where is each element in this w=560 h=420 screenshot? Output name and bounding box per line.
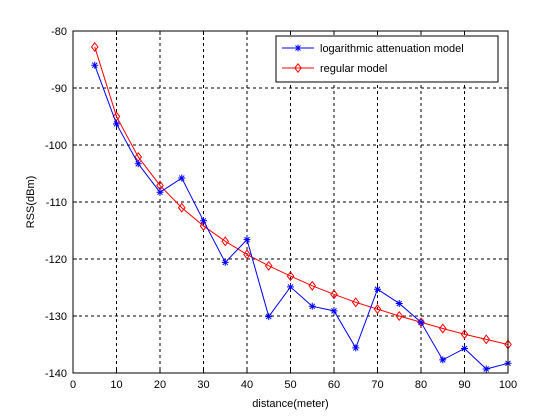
series-line-regular	[94, 46, 509, 345]
data-point-regular	[286, 271, 295, 282]
legend-entry-logarithmic: logarithmic attenuation model	[282, 43, 464, 55]
axis-ticks	[72, 30, 509, 374]
x-tick-label: 10	[110, 379, 122, 391]
x-tick-label: 0	[70, 379, 76, 391]
x-tick-label: 60	[328, 379, 340, 391]
data-point-logarithmic	[156, 188, 164, 196]
x-tick-label: 90	[458, 379, 470, 391]
data-point-logarithmic	[482, 365, 490, 373]
data-point-regular	[395, 310, 404, 322]
data-point-regular	[482, 334, 491, 345]
data-point-logarithmic	[352, 344, 360, 352]
data-point-regular	[308, 280, 317, 291]
legend-label-logarithmic: logarithmic attenuation model	[320, 43, 464, 55]
legend-marker-regular	[294, 62, 302, 74]
x-tick-labels: 0 10 20 30 40 50 60 70 80 90 100	[70, 379, 517, 391]
plot-area	[72, 30, 512, 374]
y-tick-label: -100	[45, 140, 67, 152]
data-point-regular	[221, 236, 230, 247]
y-tick-label: -140	[45, 368, 67, 380]
legend-entry-regular: regular model	[282, 62, 387, 75]
data-point-regular	[438, 323, 447, 334]
y-tick-label: -110	[46, 197, 67, 209]
data-point-regular	[177, 202, 186, 213]
data-point-logarithmic	[374, 285, 381, 293]
x-tick-label: 40	[241, 379, 253, 391]
data-point-logarithmic	[439, 356, 447, 364]
legend-label-regular: regular model	[320, 63, 387, 75]
data-point-regular	[351, 297, 360, 308]
y-tick-labels: -140 -130 -120 -110 -100 -90 -80	[45, 26, 67, 380]
data-point-regular	[90, 41, 99, 52]
legend-marker-logarithmic	[294, 44, 302, 52]
x-tick-label: 100	[499, 379, 517, 391]
data-point-logarithmic	[113, 120, 120, 128]
data-point-regular	[330, 289, 338, 300]
data-point-logarithmic	[395, 299, 403, 307]
data-point-logarithmic	[221, 258, 229, 266]
data-point-logarithmic	[265, 313, 273, 321]
x-tick-label: 50	[284, 379, 296, 391]
y-axis-title: RSS(dBm)	[25, 176, 37, 229]
data-point-regular	[460, 329, 469, 340]
data-point-logarithmic	[287, 283, 294, 291]
data-point-logarithmic	[308, 302, 316, 310]
grid	[73, 31, 508, 373]
x-tick-label: 70	[371, 379, 383, 391]
y-tick-label: -120	[45, 254, 67, 266]
series-layer	[90, 41, 512, 373]
series-line-logarithmic	[94, 65, 509, 370]
x-tick-label: 80	[415, 379, 427, 391]
data-point-logarithmic	[417, 318, 425, 326]
data-point-logarithmic	[134, 160, 142, 168]
y-tick-label: -80	[51, 26, 67, 38]
x-tick-label: 30	[197, 379, 209, 391]
data-point-logarithmic	[178, 174, 186, 182]
data-point-logarithmic	[243, 236, 251, 244]
data-point-regular	[373, 304, 382, 315]
legend-box	[275, 35, 499, 83]
y-tick-label: -90	[51, 83, 67, 95]
data-point-logarithmic	[330, 307, 338, 315]
data-point-logarithmic	[91, 61, 99, 69]
x-tick-label: 20	[154, 379, 166, 391]
data-point-logarithmic	[200, 217, 207, 225]
x-axis-title: distance(meter)	[252, 398, 328, 410]
data-point-logarithmic	[461, 344, 468, 352]
legend-entries: logarithmic attenuation model regular mod…	[282, 43, 464, 75]
y-tick-label: -130	[45, 311, 67, 323]
data-point-regular	[264, 260, 273, 271]
data-point-regular	[243, 249, 251, 260]
legend: logarithmic attenuation model regular mod…	[275, 35, 499, 83]
